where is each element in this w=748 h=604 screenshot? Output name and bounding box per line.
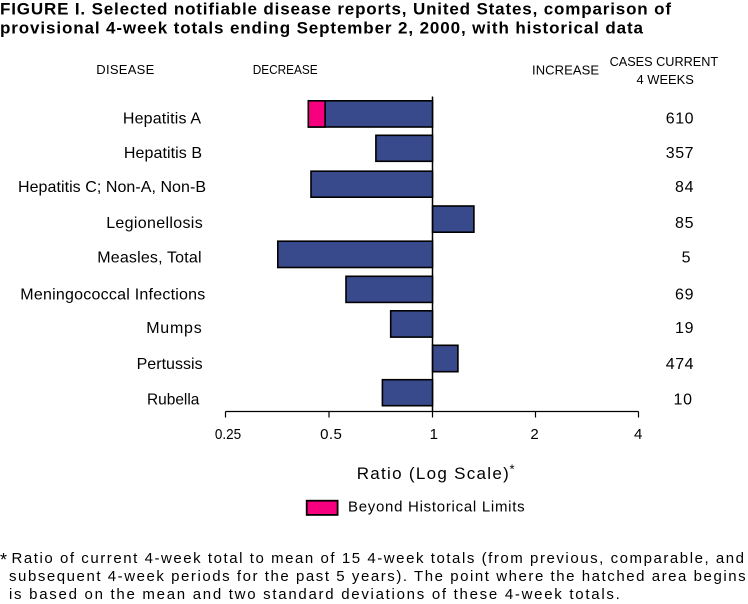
svg-text:474: 474 — [666, 356, 694, 373]
svg-text:Ratio (Log Scale): Ratio (Log Scale) — [357, 464, 509, 483]
svg-text:Measles, Total: Measles, Total — [97, 250, 201, 267]
svg-text:4: 4 — [634, 426, 642, 443]
svg-text:DISEASE: DISEASE — [96, 62, 154, 77]
svg-text:Hepatitis B: Hepatitis B — [124, 145, 202, 162]
svg-text:Beyond Historical Limits: Beyond Historical Limits — [348, 499, 525, 516]
svg-text:19: 19 — [675, 320, 694, 337]
svg-text:0.5: 0.5 — [320, 426, 342, 443]
svg-text:Meningococcal Infections: Meningococcal Infections — [20, 287, 205, 304]
svg-text:4 WEEKS: 4 WEEKS — [637, 72, 695, 87]
svg-text:5: 5 — [682, 250, 691, 267]
svg-text:*: * — [510, 462, 515, 477]
svg-text:Legionellosis: Legionellosis — [106, 215, 203, 232]
svg-text:85: 85 — [675, 215, 694, 232]
svg-text:INCREASE: INCREASE — [532, 63, 599, 78]
svg-text:FIGURE I. Selected notifiable: FIGURE I. Selected notifiable disease re… — [0, 0, 671, 19]
svg-text:10: 10 — [674, 391, 693, 408]
svg-text:Hepatitis C; Non-A, Non-B: Hepatitis C; Non-A, Non-B — [18, 179, 206, 196]
svg-text:CASES CURRENT: CASES CURRENT — [610, 54, 719, 69]
svg-text:357: 357 — [666, 145, 694, 162]
svg-text:1: 1 — [430, 426, 438, 443]
svg-text:Pertussis: Pertussis — [137, 356, 203, 373]
svg-text:Hepatitis A: Hepatitis A — [123, 111, 201, 128]
svg-text:2: 2 — [530, 426, 538, 443]
svg-text:610: 610 — [666, 111, 694, 128]
svg-text:DECREASE: DECREASE — [253, 62, 318, 77]
svg-text:84: 84 — [675, 179, 694, 196]
svg-text:Mumps: Mumps — [146, 320, 202, 337]
svg-text:0.25: 0.25 — [215, 426, 241, 443]
svg-text:Rubella: Rubella — [147, 391, 199, 408]
svg-text:69: 69 — [675, 287, 694, 304]
svg-text:provisional 4-week totals endi: provisional 4-week totals ending Septemb… — [0, 19, 644, 38]
